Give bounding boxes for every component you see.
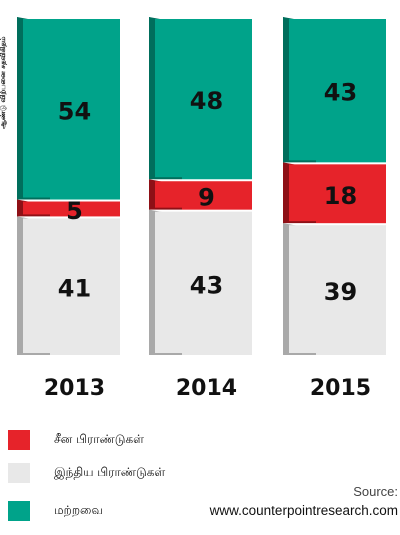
bar-edge-2014-2 — [149, 17, 155, 180]
legend-label: சீன பிராண்டுகள் — [54, 432, 144, 446]
y-axis-label: ஆண்டு விற்பனை சதவிகிதம் — [0, 15, 10, 130]
legend-swatch-grey — [8, 463, 30, 483]
x-tick-label-2015: 2015 — [310, 376, 371, 401]
legend-swatch-green — [8, 501, 30, 521]
source-label: Source: — [353, 484, 398, 499]
stacked-bar-chart: 41 5 54 2013 43 9 48 2014 39 18 43 2015 — [17, 17, 386, 401]
data-label-2013-1: 5 — [66, 197, 83, 225]
bar-front-2015-1 — [289, 164, 386, 222]
bar-front-2014-2 — [155, 19, 252, 178]
data-label-2013-0: 41 — [58, 275, 91, 303]
data-label-2014-2: 48 — [190, 87, 223, 115]
data-label-2015-1: 18 — [324, 182, 357, 210]
legend-item-chinese-brands: சீன பிராண்டுகள் — [8, 429, 144, 451]
data-label-2014-1: 9 — [198, 183, 215, 211]
bar-edge-2013-0 — [17, 216, 23, 355]
bar-edge-2015-0 — [283, 223, 289, 355]
bar-front-2014-0 — [155, 211, 252, 353]
data-label-2014-0: 43 — [190, 271, 223, 299]
bar-edge-2014-0 — [149, 209, 155, 355]
bar-edge-2013-1 — [17, 199, 23, 217]
legend-item-indian-brands: இந்திய பிராண்டுகள் — [8, 462, 165, 484]
y-axis-label-text: ஆண்டு விற்பனை சதவிகிதம் — [0, 36, 7, 129]
x-tick-label-2014: 2014 — [176, 376, 237, 401]
data-label-2015-0: 39 — [324, 278, 357, 306]
data-label-2013-2: 54 — [58, 97, 91, 125]
x-tick-label-2013: 2013 — [44, 376, 105, 401]
source-url: www.counterpointresearch.com — [209, 503, 398, 518]
bar-front-2013-2 — [23, 19, 120, 198]
bar-front-2014-1 — [155, 181, 252, 208]
bar-edge-2015-1 — [283, 162, 289, 224]
bar-front-2013-1 — [23, 201, 120, 215]
bar-front-2013-0 — [23, 218, 120, 353]
bar-front-2015-2 — [289, 19, 386, 161]
bar-front-2015-0 — [289, 225, 386, 353]
bar-edge-2013-2 — [17, 17, 23, 200]
bar-edge-2015-2 — [283, 17, 289, 163]
legend-label: மற்றவை — [54, 503, 103, 517]
bar-edge-2014-1 — [149, 179, 155, 210]
legend-item-others: மற்றவை — [8, 500, 103, 522]
source-note: Source: www.counterpointresearch.com — [210, 484, 398, 518]
data-label-2015-2: 43 — [324, 79, 357, 107]
legend-label: இந்திய பிராண்டுகள் — [54, 465, 166, 479]
legend-swatch-red — [8, 430, 30, 450]
